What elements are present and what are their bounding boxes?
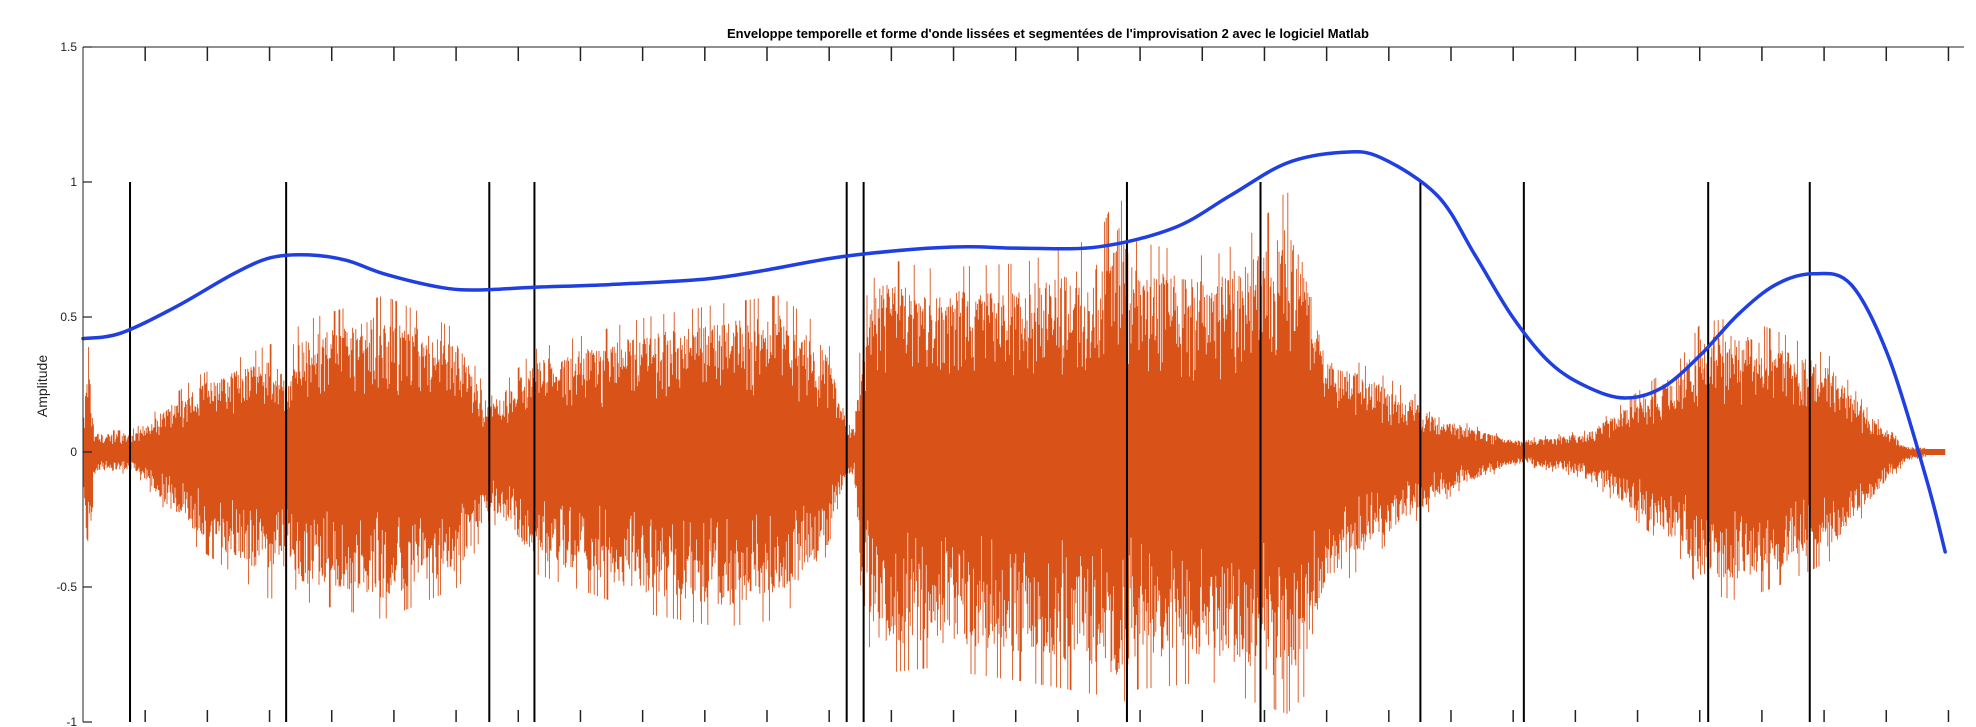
chart-title: Enveloppe temporelle et forme d'onde lis… [727,26,1369,41]
segment-lines [129,182,1811,722]
y-tick-label: -1 [66,715,77,727]
axes [82,46,1964,723]
y-tick-labels: 1.5 1 0.5 0 -0.5 -1 [56,40,77,727]
y-axis-label: Amplitude [34,355,50,417]
waveform-layer [82,192,1946,714]
y-tick-label: 1 [70,175,77,189]
waveform-series [82,192,1946,714]
y-tick-label: 0 [70,445,77,459]
envelope-series [81,149,1947,554]
plot-area: 1.5 1 0.5 0 -0.5 -1 [56,40,1964,727]
y-tick-label: -0.5 [56,580,77,594]
y-tick-label: 1.5 [60,40,77,54]
y-tick-label: 0.5 [60,310,77,324]
envelope-layer [81,149,1947,554]
